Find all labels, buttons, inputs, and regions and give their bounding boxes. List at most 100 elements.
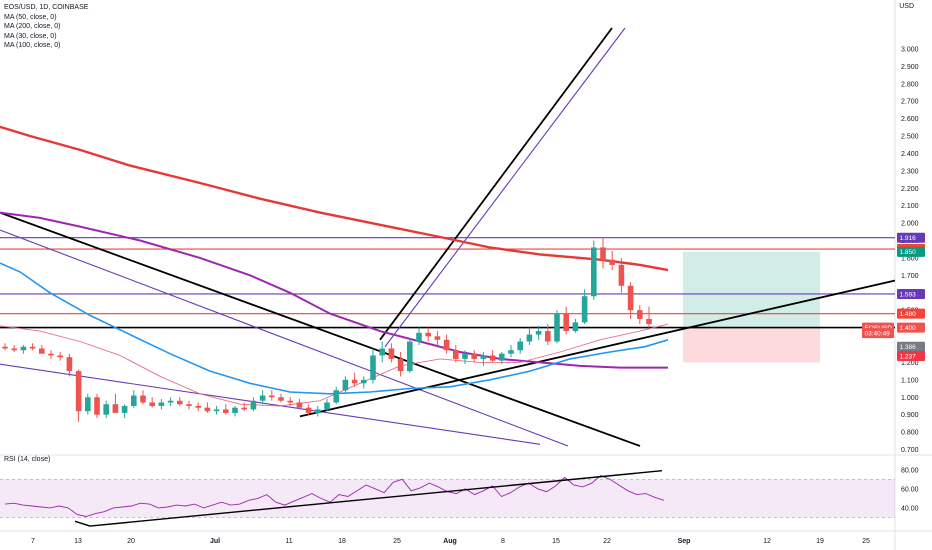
legend-ma30[interactable]: MA (30, close, 0) [4, 32, 57, 40]
rsi-legend[interactable]: RSI (14, close) [4, 456, 51, 463]
trend-lines[interactable] [0, 27, 896, 447]
candle-body [609, 259, 615, 265]
candle-body [591, 247, 597, 297]
candle-body [250, 400, 257, 410]
ma50-line [0, 262, 669, 395]
trend-line [379, 27, 613, 341]
candle-body [508, 350, 514, 354]
candle-body [186, 404, 192, 406]
time-tick-label: 15 [552, 538, 560, 545]
candle-body [149, 402, 155, 406]
candle-body [112, 404, 119, 413]
ma100-line [0, 211, 668, 369]
time-tick-label: 8 [501, 538, 505, 545]
symbol-title[interactable]: EOS/USD, 1D, COINBASE [4, 4, 89, 11]
price-tick-label: 0.800 [901, 430, 919, 437]
candles [2, 237, 652, 422]
price-badge [862, 328, 894, 339]
candle-body [39, 348, 45, 354]
price-badge [897, 322, 925, 333]
rsi-tick-label: 40.00 [901, 505, 919, 512]
candle-body [48, 353, 54, 356]
price-tick-label: 2.600 [901, 116, 919, 123]
rsi-band [0, 479, 895, 518]
candle-body [388, 348, 395, 359]
candle-body [131, 395, 137, 406]
price-badge-label: 1.480 [900, 311, 917, 318]
rsi-pane: 40.00 60.00 80.00 [0, 467, 919, 527]
candle-body [204, 407, 211, 412]
price-tick-label: 2.000 [901, 221, 919, 228]
candle-body [213, 409, 220, 412]
candle-body [177, 400, 183, 405]
candle-body [646, 318, 652, 325]
price-tick-label: 1.000 [901, 395, 919, 402]
candle-body [535, 331, 542, 335]
price-tick-label: 1.800 [901, 255, 919, 262]
rsi-tick-label: 60.00 [901, 486, 919, 493]
price-tick-label: 2.800 [901, 81, 919, 88]
price-badge-label: 1.237 [900, 353, 917, 360]
candle-body [287, 400, 293, 403]
rsi-trend-line [74, 520, 91, 527]
candle-body [296, 402, 303, 408]
price-tick-label: 3.000 [901, 46, 919, 53]
time-axis[interactable]: 7 13 20 Jul 11 18 25 Aug 8 15 22 Sep 12 19 25 [31, 538, 870, 545]
candle-body [627, 285, 634, 311]
stop-zone [683, 327, 820, 363]
price-badge [897, 341, 925, 352]
candle-body [480, 355, 487, 359]
price-tick-label: 1.700 [901, 273, 919, 280]
candle-body [94, 397, 100, 415]
candle-body [416, 332, 422, 342]
candle-body [278, 397, 284, 401]
moving-averages [0, 125, 669, 407]
trend-line [384, 27, 626, 348]
candle-body [563, 313, 569, 332]
candle-body [66, 357, 73, 372]
price-badge-label: 1.386 [900, 344, 917, 351]
candle-body [425, 332, 431, 337]
candle-body [581, 296, 588, 323]
legend-ma200[interactable]: MA (200, close, 0) [4, 23, 61, 30]
price-tick-label: 2.400 [901, 151, 919, 158]
time-tick-label: 20 [127, 538, 135, 545]
price-badge-label: 03:40:49 [865, 330, 891, 337]
price-tick-label: 2.700 [901, 99, 919, 106]
price-tick-label: 2.500 [901, 134, 919, 141]
legend-ma100[interactable]: MA (100, close, 0) [4, 42, 61, 49]
indicator-legend: EOS/USD, 1D, COINBASE MA (50, close, 0) … [4, 3, 88, 51]
legend-ma50[interactable]: MA (50, close, 0) [4, 13, 57, 21]
candle-body [324, 402, 330, 410]
candle-body [315, 409, 321, 413]
rsi-trend-line [89, 470, 663, 527]
price-badge-label: 1.400 [900, 325, 917, 332]
price-tick-label: 2.300 [901, 168, 919, 175]
candle-body [637, 310, 643, 319]
time-tick-label: 7 [31, 538, 35, 545]
candle-body [554, 313, 560, 342]
candle-body [269, 395, 275, 398]
trend-line [299, 279, 896, 418]
candle-body [158, 402, 165, 406]
candle-body [167, 400, 174, 403]
currency-label[interactable]: USD [899, 3, 914, 10]
rsi-line [4, 474, 665, 517]
time-tick-label: Aug [443, 538, 457, 545]
candle-body [75, 371, 82, 412]
long-position-box[interactable] [683, 251, 820, 363]
price-tick-label: 2.100 [901, 203, 919, 210]
time-tick-label: 25 [393, 538, 401, 545]
candle-body [397, 358, 404, 372]
candle-body [545, 331, 551, 342]
time-tick-label: 11 [285, 538, 292, 545]
candle-body [618, 264, 625, 286]
candle-body [379, 348, 385, 356]
candle-body [232, 407, 238, 413]
candle-body [462, 353, 468, 359]
price-tick-label: 0.700 [901, 447, 919, 454]
candle-body [11, 348, 17, 351]
price-badge [897, 308, 925, 319]
